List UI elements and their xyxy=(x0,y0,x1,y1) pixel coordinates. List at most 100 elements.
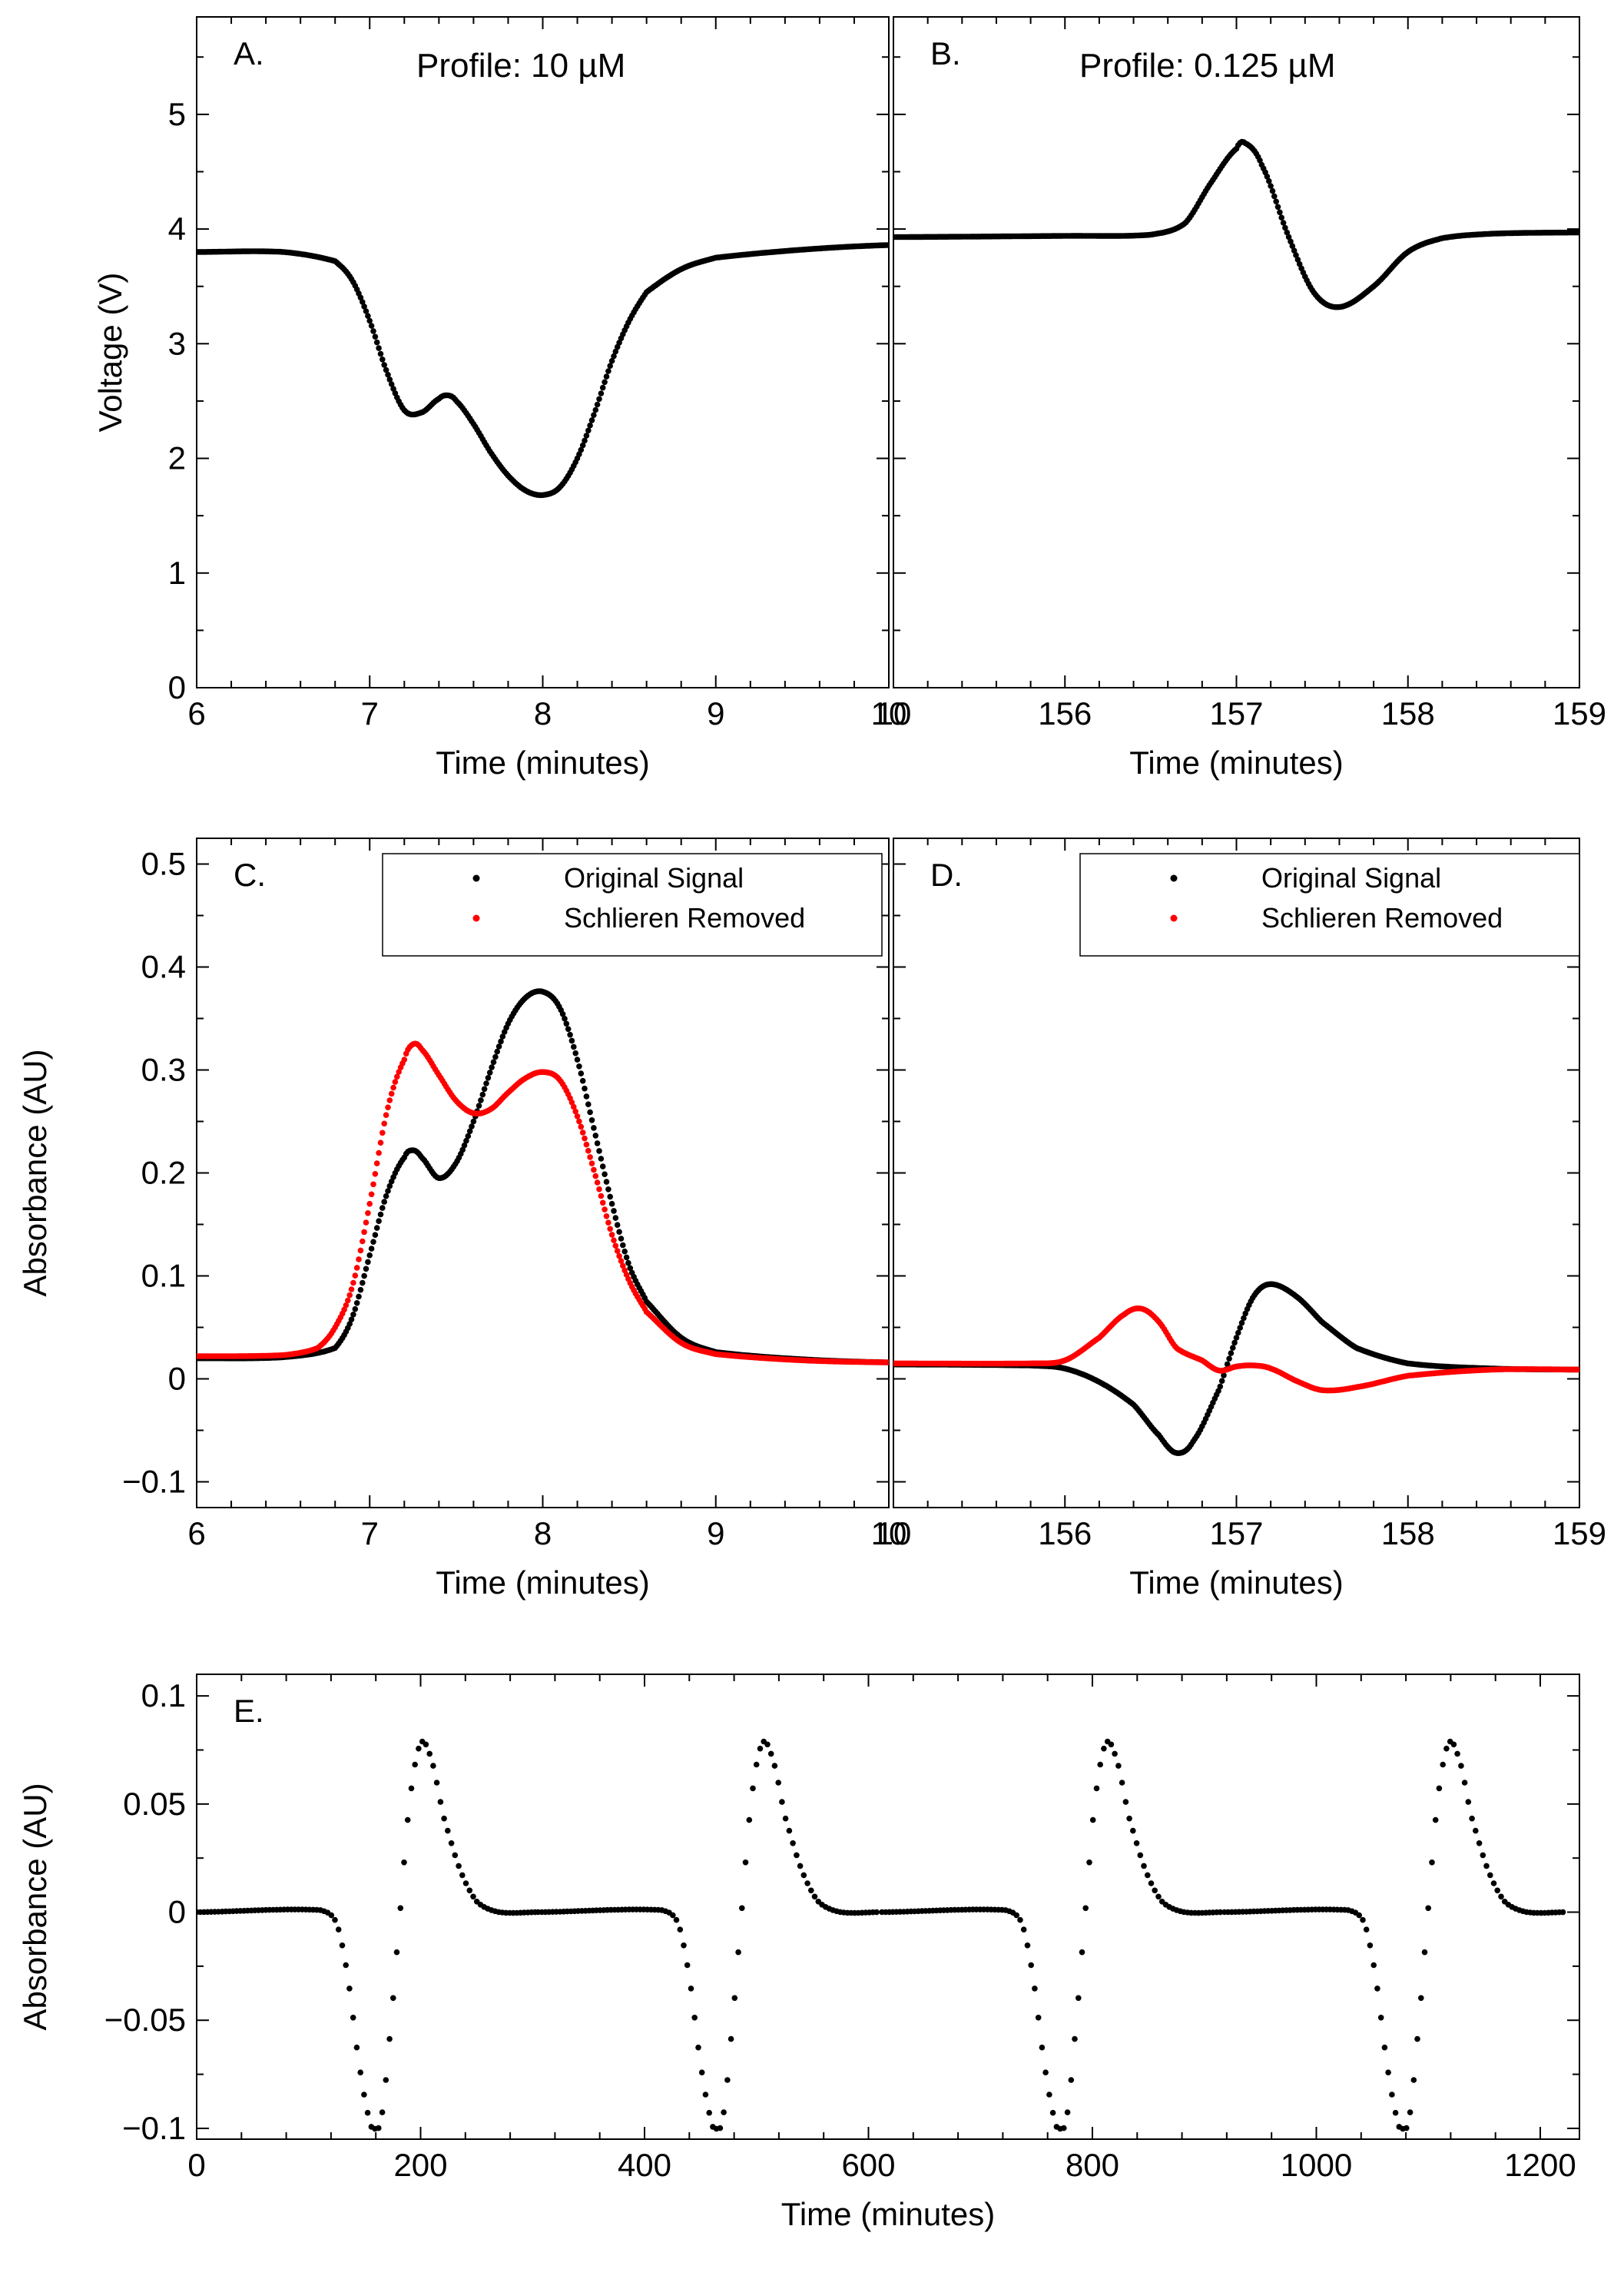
data-points xyxy=(197,1738,1566,2132)
x-tick-label: 9 xyxy=(707,1515,724,1551)
y-tick-label: 2 xyxy=(168,440,186,476)
data-point xyxy=(746,1816,753,1823)
data-point xyxy=(376,1149,382,1156)
data-point xyxy=(386,2035,393,2042)
data-point xyxy=(1013,1912,1019,1919)
data-point xyxy=(352,1272,359,1279)
data-point xyxy=(1425,1905,1431,1912)
data-point xyxy=(1271,193,1278,200)
data-point xyxy=(1242,1310,1248,1317)
data-point xyxy=(559,1011,566,1017)
data-point xyxy=(1385,2069,1391,2075)
data-point xyxy=(356,1293,362,1300)
data-point xyxy=(621,1248,628,1255)
data-point xyxy=(614,343,621,350)
data-point xyxy=(1119,1780,1125,1786)
x-tick-label: 1200 xyxy=(1504,2147,1576,2183)
data-point xyxy=(1367,1942,1374,1949)
data-point xyxy=(1217,1383,1224,1390)
data-point xyxy=(688,1985,694,1992)
data-point xyxy=(1285,234,1292,241)
data-point xyxy=(368,1191,375,1198)
data-point xyxy=(1450,1741,1457,1748)
data-point xyxy=(1559,1909,1566,1916)
data-point xyxy=(598,1193,605,1199)
x-tick-label: 156 xyxy=(1038,1515,1092,1551)
data-point xyxy=(1407,2109,1414,2115)
data-point xyxy=(698,2069,705,2075)
y-axis-title: Absorbance (AU) xyxy=(17,1783,53,2030)
data-point xyxy=(607,1226,613,1232)
data-point xyxy=(588,417,595,423)
data-point xyxy=(603,1213,610,1219)
data-point xyxy=(1363,1926,1370,1932)
data-point xyxy=(486,1070,493,1076)
data-point xyxy=(1294,257,1301,263)
x-axis-title: Time (minutes) xyxy=(781,2196,995,2232)
data-point xyxy=(583,1093,590,1100)
data-point xyxy=(582,1085,588,1092)
y-axis-title: Absorbance (AU) xyxy=(17,1049,53,1296)
data-point xyxy=(591,1166,597,1173)
data-point xyxy=(1436,1785,1443,1792)
data-point xyxy=(348,1316,355,1322)
data-point xyxy=(426,1750,433,1757)
data-point xyxy=(357,1247,364,1254)
data-point xyxy=(1487,1872,1493,1879)
data-point xyxy=(1483,1863,1490,1869)
panel-letter: E. xyxy=(234,1693,264,1729)
data-points xyxy=(893,1281,1579,1456)
data-point xyxy=(370,1181,376,1188)
data-point xyxy=(368,1246,375,1252)
series-schlieren-removed xyxy=(893,1305,1579,1394)
x-tick-label: 800 xyxy=(1066,2147,1119,2183)
data-point xyxy=(379,1205,386,1211)
data-point xyxy=(361,2092,367,2098)
data-point xyxy=(494,1048,500,1055)
data-point xyxy=(583,1141,590,1148)
data-point xyxy=(873,1909,880,1916)
data-point xyxy=(565,1026,572,1033)
data-point xyxy=(1268,183,1274,189)
panels: 6 7 8 9 10 0 1 2 3 4 5 Time (minutes) Voltage (V) A. P… xyxy=(17,16,1606,2232)
data-point xyxy=(366,317,373,324)
y-tick-label: 0.4 xyxy=(141,949,186,985)
data-point xyxy=(1072,2035,1078,2042)
data-point xyxy=(370,1239,376,1245)
data-point xyxy=(602,1206,608,1213)
data-point xyxy=(1443,1745,1450,1752)
data-point xyxy=(1469,1815,1475,1822)
data-point xyxy=(1241,1315,1247,1322)
data-point xyxy=(1458,1763,1464,1769)
data-point xyxy=(742,1859,749,1866)
data-point xyxy=(363,308,370,314)
data-point xyxy=(1141,1863,1147,1869)
data-point xyxy=(376,345,382,351)
data-point xyxy=(353,2044,360,2051)
data-point xyxy=(1282,224,1288,231)
data-point xyxy=(764,1741,771,1748)
data-point xyxy=(383,1193,389,1199)
data-point xyxy=(408,1785,415,1792)
legend-label: Schlieren Removed xyxy=(564,902,805,934)
data-point xyxy=(695,2044,701,2051)
data-point xyxy=(363,1219,370,1226)
data-point xyxy=(1217,1909,1224,1916)
data-point xyxy=(607,1193,613,1200)
data-point xyxy=(1278,214,1284,221)
data-point xyxy=(594,1140,601,1146)
data-point xyxy=(357,1286,364,1293)
data-point xyxy=(459,1146,466,1153)
data-point xyxy=(1226,1355,1232,1362)
data-point xyxy=(1064,2109,1071,2115)
data-points xyxy=(197,242,889,499)
data-point xyxy=(345,1297,351,1304)
profile-label: Profile: 10 µM xyxy=(416,47,625,85)
legend-marker xyxy=(1170,914,1178,922)
data-point xyxy=(1035,2015,1042,2021)
data-point xyxy=(479,1091,486,1098)
data-point xyxy=(441,1815,447,1822)
data-point xyxy=(1498,1893,1504,1900)
data-point xyxy=(360,299,366,305)
x-tick-label: 1000 xyxy=(1281,2147,1352,2183)
